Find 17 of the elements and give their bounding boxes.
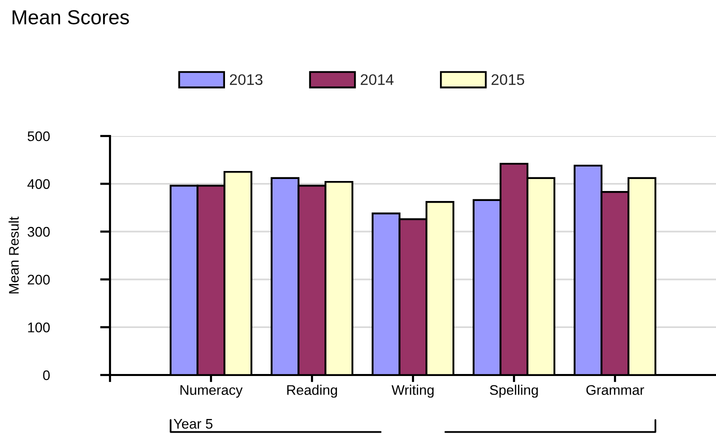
x-tick-label: Numeracy	[180, 385, 243, 398]
x-tick-label: Writing	[392, 384, 434, 398]
x-tick-label: Spelling	[490, 384, 538, 398]
y-tick-label: 100	[28, 322, 50, 332]
legend-label: 2013	[230, 74, 262, 86]
y-tick-label: 300	[28, 226, 50, 237]
legend-label: 2014	[360, 74, 394, 86]
text: Year 5	[174, 419, 212, 429]
chart-title: Mean Scores	[12, 10, 129, 24]
y-tick-label: 500	[28, 131, 50, 142]
y-axis-title: Mean Result	[8, 216, 19, 294]
x-tick-label: Reading	[287, 384, 337, 398]
y-tick-label: 0	[43, 370, 50, 380]
y-tick-label: 400	[27, 179, 50, 189]
y-tick-label: 200	[28, 274, 50, 285]
x-tick-label: Grammar	[586, 385, 644, 395]
legend-label: 2015	[492, 74, 524, 86]
